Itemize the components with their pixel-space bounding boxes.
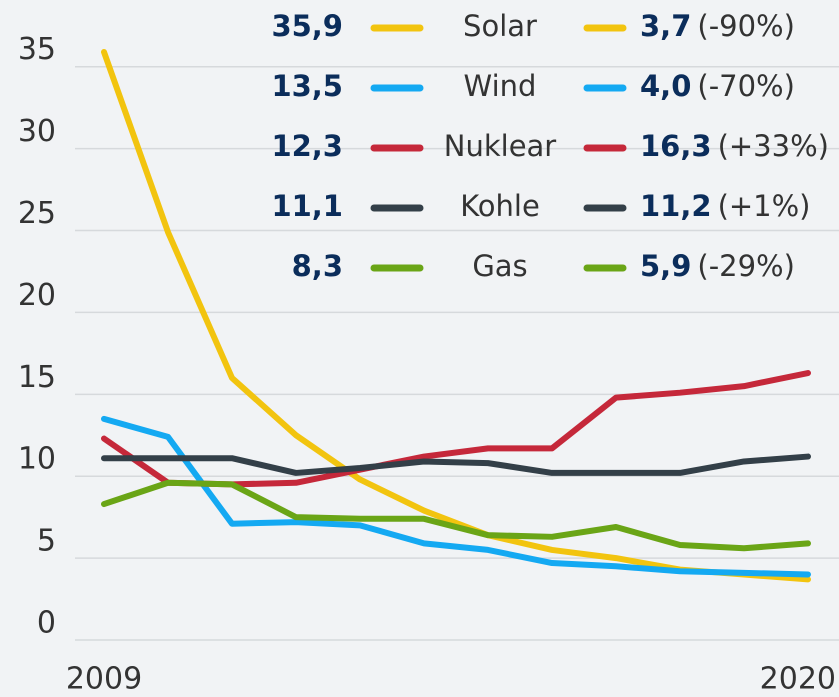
legend-end: 3,7 (-90%)	[640, 9, 795, 43]
legend-name: Wind	[464, 69, 537, 103]
y-tick-label: 35	[18, 32, 56, 67]
y-tick-label: 30	[18, 114, 56, 149]
legend-end-value: 5,9	[640, 249, 691, 283]
series-line	[101, 479, 811, 552]
legend-start-value: 11,1	[271, 189, 343, 223]
y-tick-label: 5	[37, 524, 56, 559]
legend-change: (-29%)	[697, 249, 795, 283]
y-tick-label: 20	[18, 278, 56, 313]
legend-name: Nuklear	[444, 129, 557, 163]
x-tick-label: 2009	[66, 662, 142, 697]
legend-end-value: 11,2	[640, 189, 712, 223]
y-tick-label: 25	[18, 196, 56, 231]
legend-start-value: 13,5	[271, 69, 343, 103]
legend-change: (-90%)	[697, 9, 795, 43]
legend-start-value: 8,3	[292, 249, 343, 283]
legend-name: Kohle	[460, 189, 540, 223]
y-tick-label: 15	[18, 360, 56, 395]
legend-end-value: 4,0	[640, 69, 691, 103]
legend-start-value: 35,9	[271, 9, 343, 43]
x-tick-label: 2020	[760, 662, 836, 697]
legend-change: (-70%)	[697, 69, 795, 103]
series-line	[101, 415, 811, 578]
series-line	[101, 453, 811, 476]
legend-name: Gas	[472, 249, 527, 283]
y-tick-label: 0	[37, 606, 56, 641]
legend-end: 16,3 (+33%)	[640, 129, 829, 163]
legend-end-value: 3,7	[640, 9, 691, 43]
legend-name: Solar	[463, 9, 537, 43]
legend-start-value: 12,3	[271, 129, 343, 163]
legend-change: (+33%)	[718, 129, 829, 163]
legend-end-value: 16,3	[640, 129, 712, 163]
legend-change: (+1%)	[718, 189, 811, 223]
legend-end: 4,0 (-70%)	[640, 69, 795, 103]
y-tick-label: 10	[18, 442, 56, 477]
legend-end: 5,9 (-29%)	[640, 249, 795, 283]
legend-end: 11,2 (+1%)	[640, 189, 811, 223]
